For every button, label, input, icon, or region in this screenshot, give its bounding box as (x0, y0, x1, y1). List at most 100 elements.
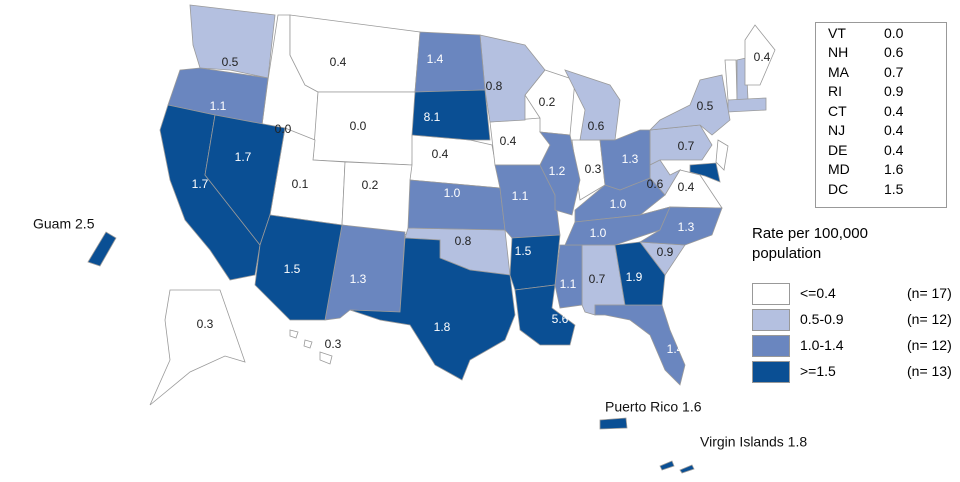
legend-swatch (752, 361, 790, 383)
region-label: 0.2 (539, 95, 556, 109)
region-label: 1.3 (678, 220, 695, 234)
region-label: 0.3 (585, 162, 602, 176)
table-row: RI 0.9 (816, 82, 946, 102)
small-states-table: VT 0.0 NH 0.6 MA 0.7 RI 0.9 CT 0.4 NJ 0.4 DE 0.4 MD 1.6… (815, 22, 947, 208)
region-label: Puerto Rico 1.6 (605, 399, 702, 415)
region (514, 284, 576, 346)
legend-label: >=1.5 (800, 363, 836, 379)
state: DE (828, 141, 848, 158)
region-label: 1.3 (622, 152, 639, 166)
region-label: 8.1 (424, 110, 441, 124)
region (614, 241, 666, 306)
state: VT (828, 24, 846, 41)
region (409, 134, 501, 189)
region (189, 4, 276, 79)
table-row: MD 1.6 (816, 160, 946, 180)
rate: 0.4 (884, 141, 904, 158)
region (303, 339, 313, 349)
rate: 0.4 (884, 102, 904, 119)
region-label: 0.3 (325, 337, 342, 351)
region (679, 464, 695, 474)
region-label: 1.4 (667, 342, 684, 356)
region-label: 1.5 (284, 262, 301, 276)
legend-swatch (752, 335, 790, 357)
region (319, 351, 333, 365)
rate: 0.0 (884, 24, 904, 41)
region-label: 0.9 (657, 245, 674, 259)
rate: 1.6 (884, 161, 904, 178)
region (648, 74, 731, 136)
region (744, 24, 776, 86)
state: CT (828, 102, 847, 119)
region-label: 0.0 (275, 122, 292, 136)
regions (87, 4, 776, 474)
region-label: 0.7 (589, 272, 606, 286)
region-label: 1.1 (512, 189, 529, 203)
region-label: 1.1 (560, 277, 577, 291)
state: MD (828, 161, 850, 178)
region-label: 0.1 (292, 177, 309, 191)
region (149, 289, 246, 406)
region-label: 1.7 (235, 150, 252, 164)
legend-title: Rate per 100,000 population (752, 225, 868, 262)
legend-label: 0.5-0.9 (800, 311, 844, 327)
region (599, 417, 628, 430)
legend-item: 1.0-1.4 (n= 12) (752, 335, 960, 357)
region-label: 1.4 (427, 52, 444, 66)
region-label: 1.0 (610, 197, 627, 211)
region-label: 0.5 (697, 99, 714, 113)
region-label: 0.4 (754, 50, 771, 64)
region-label: 0.8 (455, 234, 472, 248)
small-state (724, 59, 738, 101)
region-label: 1.3 (350, 272, 367, 286)
region (599, 129, 651, 191)
region-label: 0.7 (678, 139, 695, 153)
region (87, 231, 117, 267)
region-label: 0.4 (432, 147, 449, 161)
region-label: 1.7 (192, 177, 209, 191)
region-label: 0.4 (500, 134, 517, 148)
region-label: 0.6 (647, 177, 664, 191)
legend-swatch (752, 309, 790, 331)
legend-item: >=1.5 (n= 13) (752, 361, 960, 383)
region-label: 0.0 (350, 119, 367, 133)
rate: 0.4 (884, 122, 904, 139)
region-label: 1.2 (549, 164, 566, 178)
region (341, 161, 413, 236)
small-state (689, 162, 721, 183)
state: MA (828, 63, 849, 80)
rate: 0.6 (884, 44, 904, 61)
region (289, 14, 421, 93)
legend-label: 1.0-1.4 (800, 337, 844, 353)
legend-count: (n= 12) (907, 337, 952, 353)
region-label: Guam 2.5 (33, 216, 95, 232)
region-label: 1.1 (210, 99, 227, 113)
rate: 0.7 (884, 63, 904, 80)
state: RI (828, 83, 842, 100)
region (411, 89, 491, 141)
region-label: 0.8 (486, 79, 503, 93)
region (254, 214, 343, 321)
region-label: 1.5 (515, 244, 532, 258)
region-label: 5.6 (552, 312, 569, 326)
region-label: 0.4 (330, 55, 347, 69)
region-label: 0.5 (222, 55, 239, 69)
small-state (715, 139, 729, 171)
small-state (727, 97, 767, 113)
rate: 0.9 (884, 83, 904, 100)
region-label: 1.8 (434, 320, 451, 334)
region-label: 1.0 (444, 186, 461, 200)
table-row: DC 1.5 (816, 179, 946, 199)
table-row: VT 0.0 (816, 23, 946, 43)
region (659, 460, 675, 471)
legend-swatch (752, 283, 790, 305)
state: DC (828, 180, 849, 197)
region (167, 67, 269, 126)
region-label: 0.3 (197, 317, 214, 331)
legend-item: <=0.4 (n= 17) (752, 283, 960, 305)
region (539, 131, 581, 216)
region-label: 0.2 (362, 178, 379, 192)
legend-count: (n= 17) (907, 285, 952, 301)
